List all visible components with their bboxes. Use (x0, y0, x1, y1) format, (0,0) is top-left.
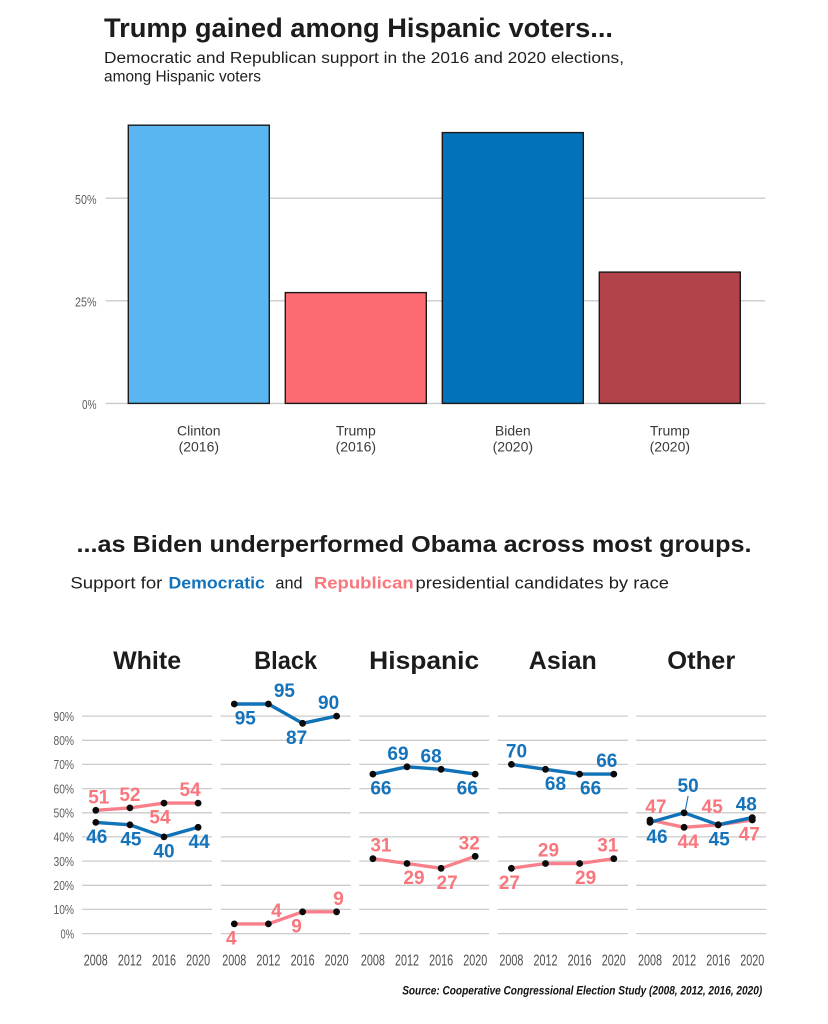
svg-text:2016: 2016 (429, 953, 453, 970)
svg-text:4: 4 (226, 928, 237, 949)
svg-text:White: White (113, 647, 181, 675)
svg-text:31: 31 (370, 836, 392, 857)
svg-text:68: 68 (421, 746, 442, 767)
svg-text:(2020): (2020) (493, 439, 533, 455)
svg-text:(2020): (2020) (650, 439, 690, 455)
svg-text:4: 4 (271, 901, 282, 922)
svg-text:44: 44 (189, 832, 211, 853)
svg-text:66: 66 (457, 779, 478, 800)
svg-text:45: 45 (709, 829, 731, 850)
svg-text:46: 46 (646, 827, 667, 848)
svg-text:0%: 0% (82, 397, 97, 412)
svg-text:66: 66 (370, 779, 391, 800)
svg-text:2016: 2016 (291, 953, 315, 970)
svg-text:30%: 30% (54, 854, 75, 869)
svg-text:2008: 2008 (84, 953, 108, 970)
svg-text:70%: 70% (54, 757, 75, 772)
svg-text:29: 29 (575, 868, 596, 889)
svg-text:95: 95 (235, 709, 257, 730)
svg-text:2016: 2016 (152, 953, 176, 970)
svg-text:Clinton: Clinton (177, 422, 221, 438)
svg-text:2020: 2020 (186, 953, 210, 970)
svg-text:25%: 25% (75, 294, 97, 309)
svg-text:2008: 2008 (361, 953, 385, 970)
svg-text:50: 50 (678, 776, 699, 797)
svg-text:54: 54 (149, 808, 171, 829)
svg-text:Source: Cooperative Congressio: Source: Cooperative Congressional Electi… (402, 985, 762, 997)
svg-text:66: 66 (580, 779, 601, 800)
svg-text:32: 32 (459, 833, 480, 854)
svg-text:46: 46 (86, 827, 107, 848)
svg-text:40%: 40% (54, 830, 75, 845)
svg-text:2020: 2020 (463, 953, 487, 970)
svg-text:2020: 2020 (325, 953, 349, 970)
svg-text:70: 70 (506, 741, 527, 762)
svg-text:2012: 2012 (395, 953, 419, 970)
svg-text:90%: 90% (54, 709, 75, 724)
svg-text:47: 47 (645, 797, 666, 818)
svg-text:2016: 2016 (706, 953, 730, 970)
svg-text:2012: 2012 (256, 953, 280, 970)
svg-text:9: 9 (291, 916, 302, 937)
svg-text:48: 48 (736, 795, 757, 816)
svg-text:54: 54 (180, 780, 202, 801)
svg-text:29: 29 (403, 868, 424, 889)
svg-text:Black: Black (254, 647, 317, 675)
svg-text:2012: 2012 (118, 953, 142, 970)
svg-text:20%: 20% (54, 878, 75, 893)
svg-text:44: 44 (678, 832, 700, 853)
svg-text:Biden: Biden (495, 422, 531, 438)
svg-text:31: 31 (597, 836, 619, 857)
svg-text:2020: 2020 (740, 953, 764, 970)
svg-text:68: 68 (545, 774, 566, 795)
svg-text:2012: 2012 (534, 953, 558, 970)
svg-text:10%: 10% (54, 902, 75, 917)
svg-text:Asian: Asian (529, 647, 597, 675)
svg-text:50%: 50% (75, 192, 97, 207)
svg-text:among Hispanic voters: among Hispanic voters (104, 68, 261, 85)
svg-text:50%: 50% (54, 806, 75, 821)
svg-text:2008: 2008 (222, 953, 246, 970)
svg-text:60%: 60% (54, 781, 75, 796)
svg-text:0%: 0% (61, 926, 75, 941)
svg-text:(2016): (2016) (336, 439, 376, 455)
svg-text:2008: 2008 (499, 953, 523, 970)
svg-text:2016: 2016 (568, 953, 592, 970)
svg-text:(2016): (2016) (179, 439, 219, 455)
svg-text:47: 47 (739, 825, 760, 846)
svg-text:45: 45 (702, 797, 724, 818)
svg-text:2012: 2012 (672, 953, 696, 970)
svg-text:87: 87 (286, 728, 307, 749)
svg-text:27: 27 (437, 873, 458, 894)
svg-text:69: 69 (387, 744, 408, 765)
svg-text:95: 95 (274, 681, 296, 702)
svg-text:Trump: Trump (650, 422, 690, 438)
svg-text:Other: Other (667, 647, 735, 675)
svg-text:40: 40 (153, 841, 174, 862)
svg-text:Trump gained among Hispanic vo: Trump gained among Hispanic voters... (104, 13, 613, 43)
svg-text:27: 27 (499, 873, 520, 894)
svg-text:66: 66 (596, 751, 617, 772)
svg-text:51: 51 (88, 787, 110, 808)
svg-text:Democratic and Republican supp: Democratic and Republican support in the… (104, 50, 624, 67)
svg-text:9: 9 (333, 889, 344, 910)
svg-text:Trump: Trump (336, 422, 376, 438)
svg-text:2020: 2020 (602, 953, 626, 970)
svg-text:52: 52 (119, 785, 140, 806)
svg-text:29: 29 (538, 841, 559, 862)
svg-text:80%: 80% (54, 733, 75, 748)
svg-text:...as Biden underperformed Oba: ...as Biden underperformed Obama across … (77, 531, 752, 557)
svg-text:90: 90 (318, 693, 339, 714)
svg-text:45: 45 (120, 829, 142, 850)
svg-text:2008: 2008 (638, 953, 662, 970)
svg-text:Hispanic: Hispanic (369, 647, 479, 675)
